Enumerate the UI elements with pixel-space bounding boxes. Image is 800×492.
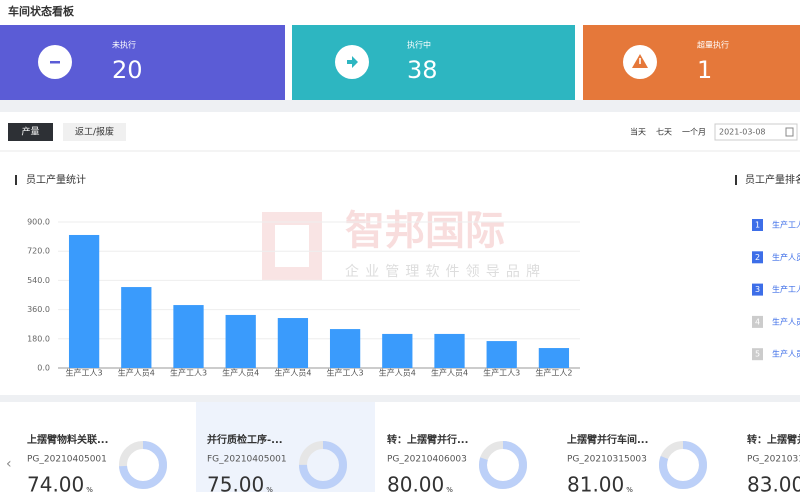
y-tick-label: 900.0 bbox=[27, 218, 50, 227]
rank-name: 生产人员4 bbox=[772, 349, 800, 359]
rank-name: 生产人员4 bbox=[772, 316, 800, 326]
order-unit: % bbox=[266, 486, 273, 492]
rank-number: 3 bbox=[755, 285, 760, 294]
watermark-brand: 智邦国际 bbox=[345, 208, 505, 254]
calendar-icon bbox=[785, 127, 794, 137]
y-tick-label: 720.0 bbox=[27, 247, 50, 256]
rank-badge bbox=[752, 283, 763, 296]
status-count: 1 bbox=[697, 56, 712, 84]
x-tick-label: 生产工人3 bbox=[483, 368, 520, 378]
watermark-slogan: 企业管理软件领导品牌 bbox=[345, 263, 540, 280]
icon-glyph bbox=[639, 58, 641, 64]
order-title: 并行质检工序-... bbox=[207, 433, 283, 446]
x-tick-label: 生产工人3 bbox=[170, 368, 207, 378]
prev-arrow[interactable]: ‹ bbox=[6, 456, 12, 472]
rank-name: 生产工人3 bbox=[772, 284, 800, 294]
donut-arc bbox=[479, 441, 527, 489]
range-button[interactable]: 一个月 bbox=[682, 128, 706, 137]
order-percent: 81.00 bbox=[567, 473, 624, 492]
ranking-title: 员工产量排名 bbox=[745, 173, 800, 186]
chart-title: 员工产量统计 bbox=[26, 173, 86, 186]
separator bbox=[0, 100, 800, 112]
order-percent: 75.00 bbox=[207, 473, 264, 492]
tab-label[interactable]: 产量 bbox=[21, 126, 39, 138]
order-percent: 83.00 bbox=[747, 473, 800, 492]
watermark-logo bbox=[262, 212, 322, 280]
bar bbox=[225, 314, 256, 368]
order-percent: 74.00 bbox=[27, 473, 84, 492]
rank-number: 5 bbox=[755, 350, 760, 359]
status-label: 超量执行 bbox=[697, 40, 729, 50]
order-title: 上摆臂并行车间... bbox=[567, 433, 648, 446]
rank-badge bbox=[752, 219, 763, 231]
x-tick-label: 生产人员4 bbox=[118, 368, 155, 378]
bar bbox=[329, 329, 361, 368]
x-tick-label: 生产工人2 bbox=[535, 368, 572, 378]
status-label: 执行中 bbox=[407, 40, 431, 50]
bar bbox=[382, 333, 413, 368]
range-button[interactable]: 当天 bbox=[630, 127, 646, 137]
x-tick-label: 生产人员4 bbox=[431, 368, 468, 378]
section-marker bbox=[735, 175, 737, 185]
x-tick-label: 生产人员4 bbox=[379, 368, 416, 378]
order-percent: 80.00 bbox=[387, 473, 444, 492]
order-unit: % bbox=[446, 486, 453, 492]
bar bbox=[68, 234, 100, 368]
separator bbox=[0, 395, 800, 402]
y-tick-label: 180.0 bbox=[27, 334, 50, 343]
order-code: PG_20210315003 bbox=[567, 455, 647, 465]
status-count: 38 bbox=[407, 56, 438, 84]
date-value[interactable]: 2021-03-08 bbox=[719, 128, 766, 137]
status-count: 20 bbox=[112, 56, 143, 84]
status-label: 未执行 bbox=[112, 40, 136, 50]
order-code: PG_20210406003 bbox=[387, 455, 467, 465]
x-tick-label: 生产人员4 bbox=[274, 368, 311, 378]
order-code: PG_20210315003 bbox=[747, 455, 800, 465]
order-code: FG_20210405001 bbox=[207, 455, 287, 465]
section-marker bbox=[15, 175, 17, 185]
date-input[interactable] bbox=[714, 123, 798, 141]
donut-arc bbox=[119, 441, 167, 489]
rank-name: 生产人员4 bbox=[772, 252, 800, 262]
rank-badge bbox=[752, 251, 763, 264]
y-tick-label: 0.0 bbox=[37, 364, 50, 373]
order-code: PG_20210405001 bbox=[27, 455, 107, 465]
x-tick-label: 生产工人3 bbox=[327, 368, 364, 378]
bar bbox=[538, 348, 570, 368]
rank-badge bbox=[752, 348, 763, 361]
icon-glyph bbox=[50, 61, 60, 64]
card-highlight bbox=[196, 402, 375, 492]
bar bbox=[173, 305, 204, 368]
status-card bbox=[583, 25, 800, 100]
order-unit: % bbox=[626, 486, 633, 492]
order-title: 上摆臂物料关联... bbox=[27, 433, 108, 446]
bar bbox=[486, 341, 517, 368]
donut-arc bbox=[299, 441, 347, 489]
tab[interactable] bbox=[8, 123, 53, 141]
icon-glyph bbox=[347, 56, 358, 68]
bar bbox=[434, 333, 465, 368]
y-tick-label: 540.0 bbox=[27, 276, 50, 285]
rank-number: 1 bbox=[755, 221, 760, 230]
rank-number: 2 bbox=[755, 253, 760, 262]
x-tick-label: 生产工人3 bbox=[66, 368, 103, 378]
rank-number: 4 bbox=[755, 317, 760, 326]
y-tick-label: 360.0 bbox=[27, 305, 50, 314]
rank-name: 生产工人3 bbox=[772, 220, 800, 230]
bar bbox=[121, 287, 152, 368]
order-unit: % bbox=[86, 486, 93, 492]
order-title: 转：上摆臂并行... bbox=[747, 433, 800, 446]
donut-arc bbox=[659, 441, 707, 489]
order-title: 转：上摆臂并行... bbox=[387, 433, 468, 446]
bar bbox=[277, 318, 309, 368]
tab[interactable] bbox=[63, 123, 126, 141]
tab-label[interactable]: 返工/报废 bbox=[75, 126, 114, 138]
rank-badge bbox=[752, 315, 763, 328]
page-title: 车间状态看板 bbox=[8, 4, 75, 18]
range-button[interactable]: 七天 bbox=[656, 128, 672, 137]
x-tick-label: 生产人员4 bbox=[222, 368, 259, 378]
